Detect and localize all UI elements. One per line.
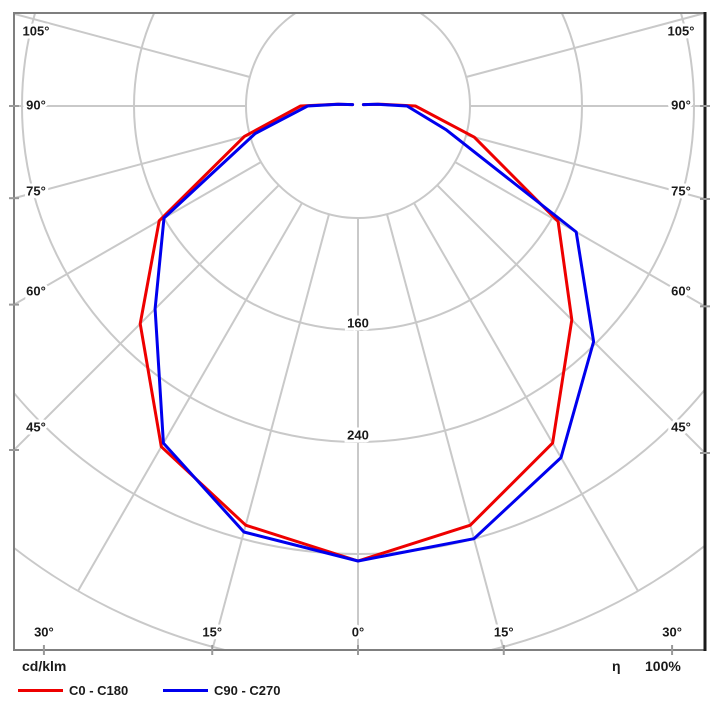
angle-label-R30: 30° [662, 624, 682, 639]
grid-spoke-L45 [15, 184, 280, 451]
angle-label-R75: 75° [671, 184, 691, 199]
legend-swatch-c90-c270 [163, 688, 208, 692]
grid-circle-400 [15, 544, 704, 649]
angle-label-R15: 15° [494, 624, 514, 639]
radial-label-240: 240 [347, 427, 369, 442]
grid-spoke-L75 [15, 134, 251, 199]
angle-label-L75: 75° [26, 184, 46, 199]
grid-spoke-R15 [386, 213, 504, 648]
grid-spoke-R60 [454, 161, 704, 307]
grid-spoke-L60 [15, 161, 262, 306]
grid-spoke-L15 [212, 213, 330, 648]
angle-label-L60: 60° [26, 283, 46, 298]
grid-spoke-L105 [15, 14, 251, 78]
angle-label-L105: 105° [23, 23, 50, 38]
grid-spoke-R105 [465, 14, 704, 78]
angle-label-R60: 60° [671, 283, 691, 298]
grid-spoke-R75 [465, 134, 704, 200]
grid-spoke-L30 [77, 202, 303, 592]
radial-label-160: 160 [347, 315, 369, 330]
grid-circle-80 [245, 14, 471, 219]
angle-label-L90: 90° [26, 97, 46, 112]
angle-label-R105: 105° [668, 23, 695, 38]
angle-label-L30: 30° [34, 624, 54, 639]
units-label: cd/klm [22, 658, 67, 674]
polar-grid [15, 14, 704, 649]
legend-swatch-c0-c180 [18, 688, 63, 692]
angle-label-R0: 0° [352, 624, 364, 639]
grid-spoke-R30 [413, 202, 639, 592]
angle-label-L15: 15° [202, 624, 222, 639]
efficiency-value: 100% [645, 658, 681, 674]
efficiency-symbol: η [612, 658, 621, 674]
legend-label-c90-c270: C90 - C270 [214, 682, 281, 698]
angle-label-L45: 45° [26, 419, 46, 434]
curve-c90-c270 [153, 102, 596, 563]
legend: C0 - C180 C90 - C270 [0, 680, 720, 700]
legend-item-c0-c180: C0 - C180 [18, 680, 128, 700]
curve-c0-c180 [138, 102, 574, 563]
legend-item-c90-c270: C90 - C270 [163, 680, 280, 700]
grid-circle-320 [15, 388, 704, 555]
grid-spoke-R45 [436, 184, 704, 454]
angle-label-R45: 45° [671, 419, 691, 434]
legend-label-c0-c180: C0 - C180 [69, 682, 129, 698]
angle-label-R90: 90° [671, 97, 691, 112]
